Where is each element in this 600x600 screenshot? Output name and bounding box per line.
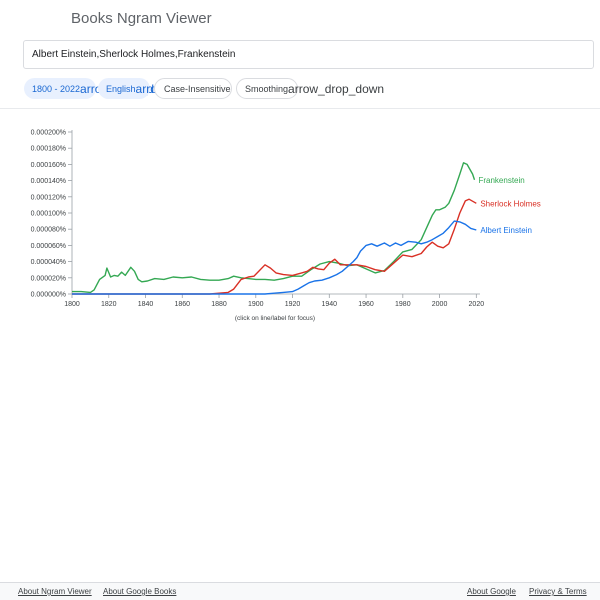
x-tick-label: 1960 bbox=[358, 301, 374, 308]
x-tick-label: 1880 bbox=[211, 301, 227, 308]
y-tick-label: 0.000020% bbox=[31, 275, 66, 282]
app-title: Books Ngram Viewer bbox=[71, 10, 212, 27]
year-range-label: 1800 - 2022 bbox=[32, 83, 81, 94]
corpus-dropdown[interactable]: English arrow_drop_down bbox=[98, 78, 232, 99]
chart-note: (click on line/label for focus) bbox=[235, 315, 315, 322]
x-tick-label: 1900 bbox=[248, 301, 264, 308]
x-tick-label: 1800 bbox=[64, 301, 80, 308]
series-line-frankenstein[interactable] bbox=[72, 162, 476, 294]
y-tick-label: 0.000140% bbox=[31, 178, 66, 185]
corpus-label: English bbox=[106, 83, 136, 94]
series-label-sherlock-holmes[interactable]: Sherlock Holmes bbox=[480, 199, 540, 208]
about-google-link[interactable]: About Google bbox=[467, 587, 516, 596]
x-tick-label: 2020 bbox=[469, 301, 485, 308]
y-tick-label: 0.000100% bbox=[31, 211, 66, 218]
search-box[interactable] bbox=[23, 40, 594, 69]
smoothing-label: Smoothing bbox=[245, 83, 289, 94]
search-input[interactable] bbox=[24, 41, 593, 68]
privacy-terms-link[interactable]: Privacy & Terms bbox=[529, 587, 587, 596]
case-insensitive-label: Case-Insensitive bbox=[164, 83, 231, 94]
y-tick-label: 0.000160% bbox=[31, 162, 66, 169]
y-tick-label: 0.000060% bbox=[31, 243, 66, 250]
y-tick-label: 0.000120% bbox=[31, 194, 66, 201]
series-label-frankenstein[interactable]: Frankenstein bbox=[478, 176, 524, 185]
about-ngram-link[interactable]: About Ngram Viewer bbox=[18, 587, 92, 596]
y-tick-label: 0.000200% bbox=[31, 130, 66, 137]
x-tick-label: 1860 bbox=[174, 301, 190, 308]
x-tick-label: 1940 bbox=[322, 301, 338, 308]
y-tick-label: 0.000040% bbox=[31, 259, 66, 266]
y-tick-label: 0.000000% bbox=[31, 292, 66, 299]
x-tick-label: 2000 bbox=[432, 301, 448, 308]
x-tick-label: 1820 bbox=[101, 301, 117, 308]
year-range-dropdown[interactable]: 1800 - 2022 arrow_drop_down bbox=[24, 78, 176, 99]
case-insensitive-toggle[interactable]: Case-Insensitive bbox=[154, 78, 232, 99]
ngram-chart: 0.000000% 0.000020% 0.000040% 0.000060% 0.00… bbox=[31, 130, 541, 323]
series-label-albert-einstein[interactable]: Albert Einstein bbox=[480, 226, 532, 235]
divider bbox=[0, 108, 600, 109]
chevron-down-icon: arrow_drop_down bbox=[288, 81, 385, 96]
y-tick-label: 0.000080% bbox=[31, 227, 66, 234]
smoothing-dropdown[interactable]: Smoothing arrow_drop_down bbox=[236, 78, 384, 99]
y-tick-label: 0.000180% bbox=[31, 146, 66, 153]
x-tick-label: 1920 bbox=[285, 301, 301, 308]
series-line-albert-einstein[interactable] bbox=[72, 220, 477, 295]
series-line-sherlock-holmes[interactable] bbox=[72, 198, 477, 295]
footer: About Ngram Viewer About Google Books Ab… bbox=[0, 582, 600, 600]
about-books-link[interactable]: About Google Books bbox=[103, 587, 177, 596]
x-tick-label: 1980 bbox=[395, 301, 411, 308]
x-tick-label: 1840 bbox=[138, 301, 154, 308]
